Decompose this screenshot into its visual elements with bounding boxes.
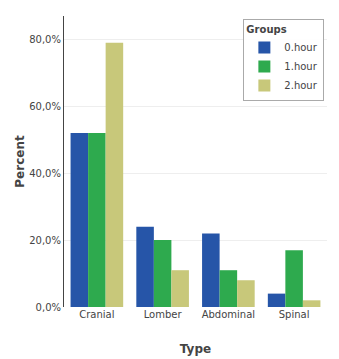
- svg-text:0.hour: 0.hour: [284, 42, 317, 53]
- svg-text:Spinal: Spinal: [279, 309, 310, 320]
- svg-text:Percent: Percent: [13, 135, 27, 188]
- svg-text:Cranial: Cranial: [79, 309, 114, 320]
- svg-text:0,0%: 0,0%: [36, 302, 61, 313]
- svg-text:80,0%: 80,0%: [29, 34, 61, 45]
- svg-text:Type: Type: [180, 342, 211, 356]
- svg-text:20,0%: 20,0%: [29, 235, 61, 246]
- svg-text:60,0%: 60,0%: [29, 101, 61, 112]
- svg-text:40,0%: 40,0%: [29, 168, 61, 179]
- svg-text:Groups: Groups: [246, 24, 286, 35]
- svg-text:Abdominal: Abdominal: [202, 309, 255, 320]
- svg-text:2.hour: 2.hour: [284, 80, 317, 91]
- svg-text:1.hour: 1.hour: [284, 61, 317, 72]
- svg-text:Lomber: Lomber: [144, 309, 183, 320]
